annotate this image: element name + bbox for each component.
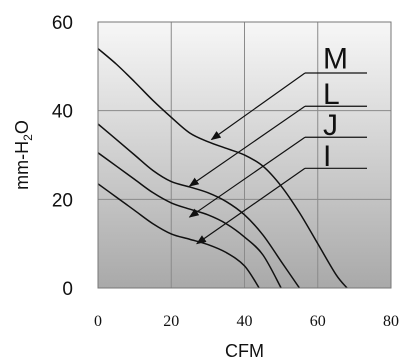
curve-i (98, 183, 260, 288)
x-tick-label-40: 40 (237, 313, 253, 330)
curve-l (98, 123, 301, 288)
y-axis-title-main: mm-H (12, 141, 32, 190)
plot-border (97, 21, 392, 289)
y-axis-title-tail: O (12, 120, 32, 134)
y-tick-label-40: 40 (52, 102, 73, 123)
arrow-i (196, 167, 306, 245)
y-tick-label-0: 0 (62, 279, 73, 300)
y-tick-label-20: 20 (52, 190, 73, 211)
y-tick-label-60: 60 (52, 13, 73, 34)
curve-label-m: M (323, 42, 348, 75)
curve-label-i: I (323, 140, 331, 173)
ticks: 0 20 40 60 0 20 40 60 80 (52, 13, 399, 330)
y-axis-title-sub: 2 (21, 134, 35, 141)
x-tick-label-80: 80 (383, 313, 399, 330)
x-tick-label-60: 60 (310, 313, 326, 330)
curves (98, 48, 348, 288)
curve-label-l: L (323, 78, 340, 111)
x-tick-label-20: 20 (163, 313, 179, 330)
x-axis-title: CFM (225, 341, 264, 361)
arrow-m (210, 72, 306, 141)
y-axis-title: mm-H2O (12, 120, 35, 190)
curve-m (98, 48, 348, 288)
curve-label-j: J (323, 109, 338, 142)
arrow-j (188, 136, 306, 218)
x-tick-label-0: 0 (94, 313, 102, 330)
arrow-l (188, 105, 306, 187)
